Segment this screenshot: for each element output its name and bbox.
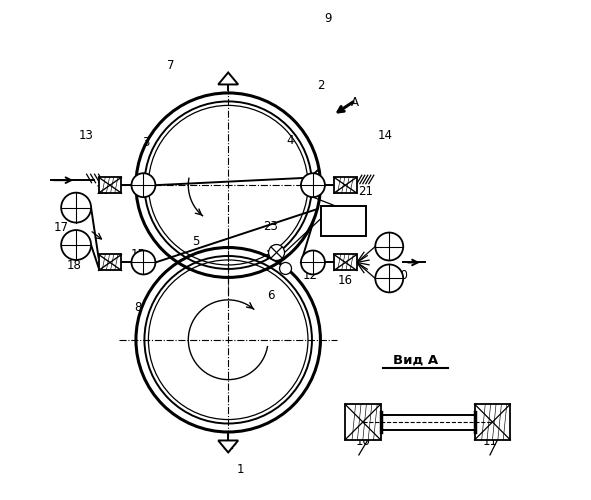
Text: 17: 17	[54, 221, 69, 234]
Circle shape	[61, 192, 91, 222]
Text: 2: 2	[317, 79, 324, 92]
Text: 11: 11	[482, 436, 498, 448]
Bar	[475, 404, 511, 440]
Text: 21: 21	[358, 184, 373, 198]
Text: 1: 1	[237, 463, 245, 476]
Text: 10: 10	[355, 436, 370, 448]
Circle shape	[280, 262, 291, 274]
Text: 8: 8	[135, 301, 142, 314]
Text: 15: 15	[131, 248, 146, 262]
Circle shape	[131, 173, 155, 197]
Text: 23: 23	[263, 220, 278, 232]
Text: 13: 13	[79, 129, 93, 142]
Text: Вид А: Вид А	[392, 353, 438, 366]
Text: 5: 5	[192, 234, 200, 248]
Polygon shape	[218, 72, 238, 85]
Circle shape	[375, 264, 403, 292]
Circle shape	[61, 230, 91, 260]
Circle shape	[301, 173, 325, 197]
Text: 20: 20	[393, 270, 408, 282]
Bar	[381, 414, 475, 430]
Circle shape	[131, 250, 155, 274]
Text: 19: 19	[96, 184, 111, 196]
Bar	[99, 177, 122, 193]
Text: 16: 16	[338, 274, 353, 287]
Bar	[99, 254, 122, 270]
Circle shape	[268, 244, 284, 260]
Bar	[334, 177, 357, 193]
Text: 22: 22	[265, 250, 281, 262]
Polygon shape	[218, 440, 238, 452]
Bar	[345, 404, 381, 440]
Text: 12: 12	[303, 270, 318, 282]
Bar	[334, 254, 357, 270]
Bar	[321, 206, 366, 236]
Text: 6: 6	[267, 290, 274, 302]
Circle shape	[301, 250, 325, 274]
Text: 4: 4	[287, 134, 294, 147]
Text: 9: 9	[324, 12, 332, 24]
Text: A: A	[351, 96, 359, 110]
Text: 3: 3	[142, 136, 150, 149]
Circle shape	[375, 232, 403, 260]
Text: 14: 14	[378, 129, 393, 142]
Text: 7: 7	[167, 59, 174, 72]
Text: 18: 18	[66, 260, 81, 272]
